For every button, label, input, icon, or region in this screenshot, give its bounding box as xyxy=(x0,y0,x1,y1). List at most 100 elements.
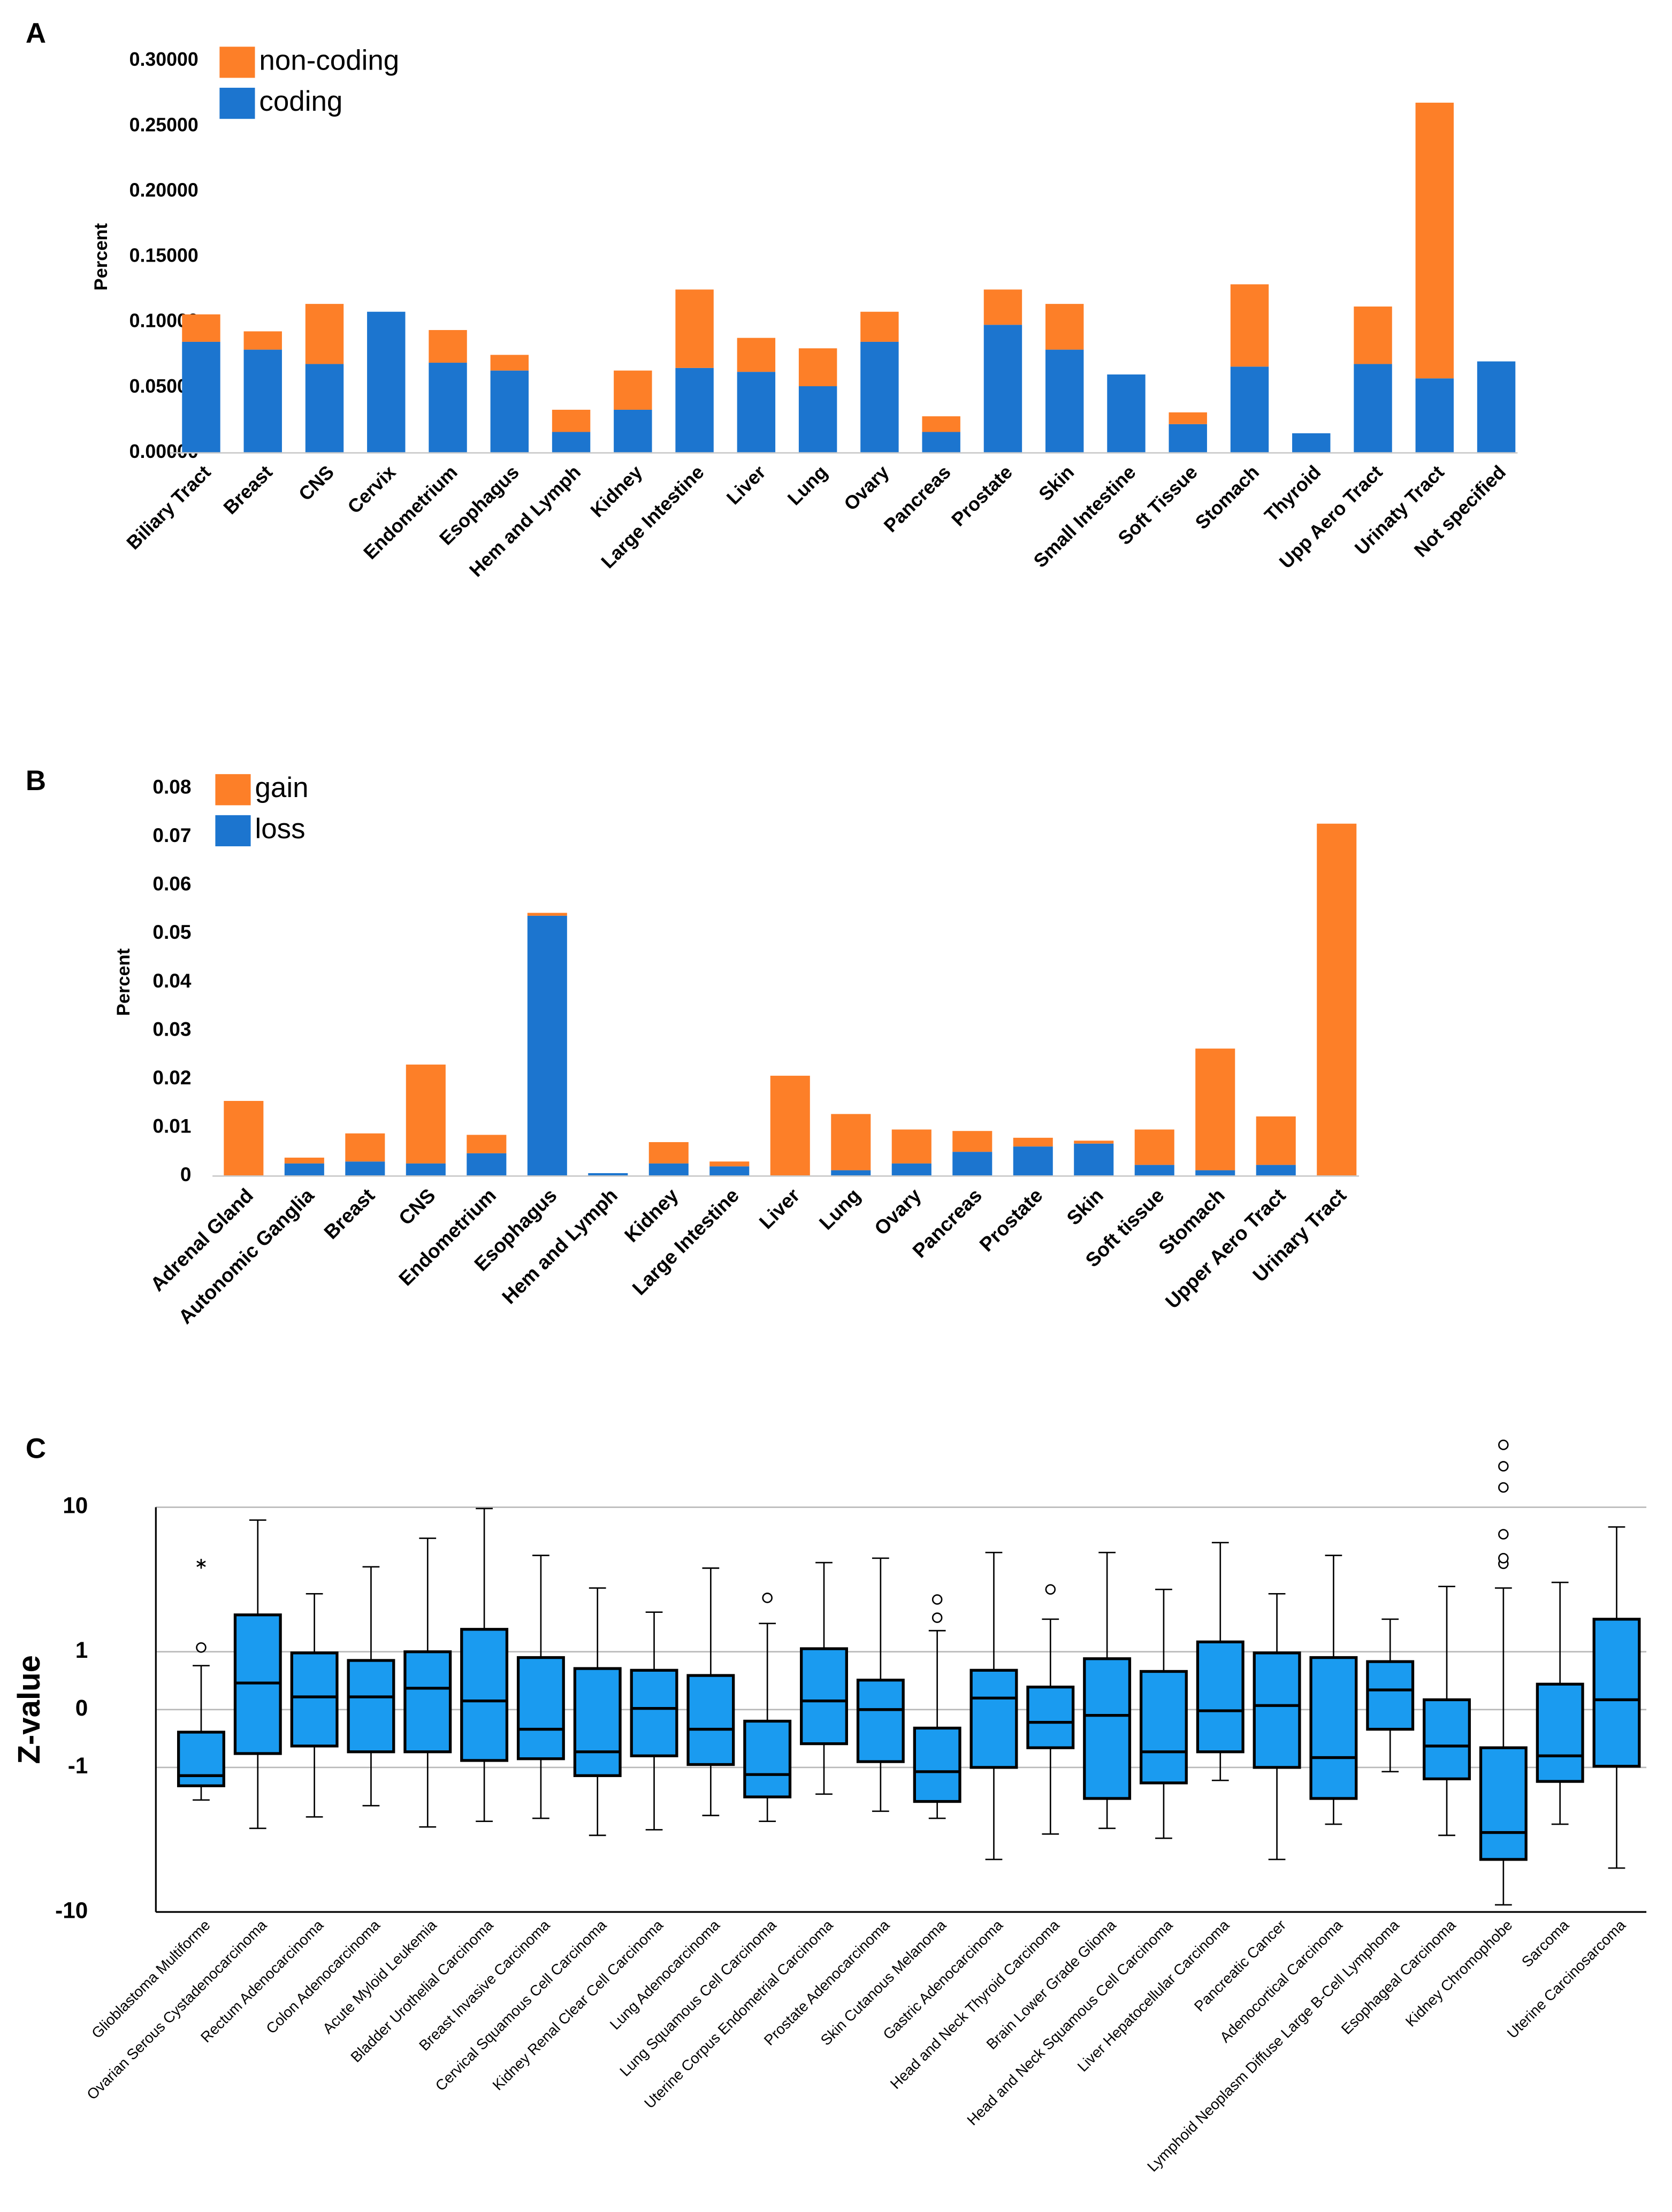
box xyxy=(460,1628,509,1762)
box xyxy=(1309,1656,1358,1800)
panel-label: B xyxy=(26,765,46,797)
outlier xyxy=(1498,1529,1509,1540)
bar-segment xyxy=(891,1163,932,1176)
bar-segment xyxy=(1354,364,1392,453)
box xyxy=(913,1726,961,1803)
y-tick-label: 0.08 xyxy=(152,775,191,798)
bar-segment xyxy=(224,1101,264,1176)
bar-segment xyxy=(648,1142,689,1164)
box xyxy=(1139,1670,1188,1785)
x-tick-label: Lung xyxy=(783,461,831,509)
bar-segment xyxy=(675,368,714,453)
y-axis-label: Z-value xyxy=(12,1655,47,1764)
y-tick-label: 0.20000 xyxy=(129,179,198,201)
bar-segment xyxy=(1230,366,1269,453)
box xyxy=(856,1679,905,1763)
box xyxy=(1083,1657,1132,1800)
bar-segment xyxy=(1477,361,1516,453)
bar-segment xyxy=(243,331,282,350)
y-tick-label: 0.03 xyxy=(152,1017,191,1040)
extreme xyxy=(196,1559,206,1569)
bar-segment xyxy=(1256,1116,1296,1165)
y-tick-label: 10 xyxy=(63,1493,88,1518)
outlier xyxy=(1498,1461,1509,1472)
bar-segment xyxy=(798,348,837,386)
x-tick-label: Colon Adenocarcinoma xyxy=(263,1916,383,2037)
box xyxy=(1253,1651,1301,1769)
box xyxy=(347,1659,395,1754)
bar-segment xyxy=(182,341,220,453)
box xyxy=(1026,1686,1075,1749)
bar-segment xyxy=(345,1133,385,1162)
legend-swatch xyxy=(215,815,251,847)
legend-swatch xyxy=(219,47,255,78)
bar-segment xyxy=(406,1163,446,1176)
bar-segment xyxy=(1195,1048,1235,1170)
bar-segment xyxy=(1013,1146,1053,1176)
bar-segment xyxy=(429,330,467,363)
bar-segment xyxy=(284,1163,324,1176)
legend-label: non-coding xyxy=(259,44,399,76)
legend-label: loss xyxy=(255,813,306,845)
bar-segment xyxy=(490,370,529,453)
y-tick-label: 1 xyxy=(75,1637,88,1663)
x-tick-label: Biliary Tract xyxy=(123,461,215,554)
x-tick-label: Thyroid xyxy=(1260,461,1325,526)
box xyxy=(1366,1660,1415,1731)
x-tick-label: Stomach xyxy=(1191,461,1263,533)
legend-label: coding xyxy=(259,86,342,117)
x-tick-label: Lung xyxy=(814,1184,865,1234)
box xyxy=(630,1668,678,1757)
bar-segment xyxy=(367,311,406,453)
y-tick-label: 0.04 xyxy=(152,969,191,992)
bar-segment xyxy=(406,1065,446,1164)
bar-segment xyxy=(490,355,529,371)
outlier xyxy=(762,1593,773,1603)
x-tick-label: Prostate xyxy=(948,461,1017,530)
x-tick-label: Esophageal Carcinoma xyxy=(1338,1916,1459,2037)
bar-segment xyxy=(1074,1143,1114,1176)
bar-segment xyxy=(305,364,344,453)
bar-segment xyxy=(1169,412,1207,424)
x-tick-label: Adrenal Gland xyxy=(146,1184,258,1296)
bar-segment xyxy=(983,289,1022,325)
x-tick-label: Hem and Lymph xyxy=(498,1184,622,1308)
y-tick-label: 0.05 xyxy=(152,921,191,943)
x-tick-label: Kidney Chromophobe xyxy=(1402,1917,1516,2030)
bar-segment xyxy=(675,289,714,368)
y-tick-label: -1 xyxy=(68,1753,88,1778)
box xyxy=(516,1656,565,1761)
x-tick-label: Glioblastoma Multiforme xyxy=(88,1917,213,2042)
bar-segment xyxy=(527,915,567,1176)
x-tick-label: Skin xyxy=(1062,1184,1108,1229)
bar-segment xyxy=(648,1163,689,1176)
x-tick-label: Pancreas xyxy=(880,461,955,537)
panel-label: A xyxy=(26,18,46,49)
bar-segment xyxy=(527,913,567,916)
outlier xyxy=(1498,1482,1509,1493)
bar-segment xyxy=(709,1161,750,1167)
y-tick-label: 0 xyxy=(75,1695,88,1720)
bar-segment xyxy=(860,311,899,342)
bar-segment xyxy=(1195,1170,1235,1176)
box xyxy=(686,1674,735,1766)
x-tick-label: Sarcoma xyxy=(1518,1916,1572,1970)
box xyxy=(1423,1698,1471,1780)
x-tick-label: Liver xyxy=(754,1184,804,1233)
bar-segment xyxy=(345,1161,385,1176)
bar-segment xyxy=(182,314,220,342)
legend-swatch xyxy=(215,774,251,806)
bar-segment xyxy=(952,1131,992,1152)
bar-segment xyxy=(305,304,344,364)
x-tick-label: Breast xyxy=(219,461,277,518)
bar-segment xyxy=(1354,306,1392,364)
bar-segment xyxy=(284,1158,324,1164)
box xyxy=(800,1647,848,1746)
bar-segment xyxy=(467,1135,507,1153)
x-tick-label: Large Intestine xyxy=(628,1184,743,1299)
bar-segment xyxy=(1415,102,1454,379)
x-tick-label: Upp Aero Tract xyxy=(1275,461,1386,572)
box xyxy=(1536,1682,1584,1783)
bar-segment xyxy=(1292,433,1331,453)
